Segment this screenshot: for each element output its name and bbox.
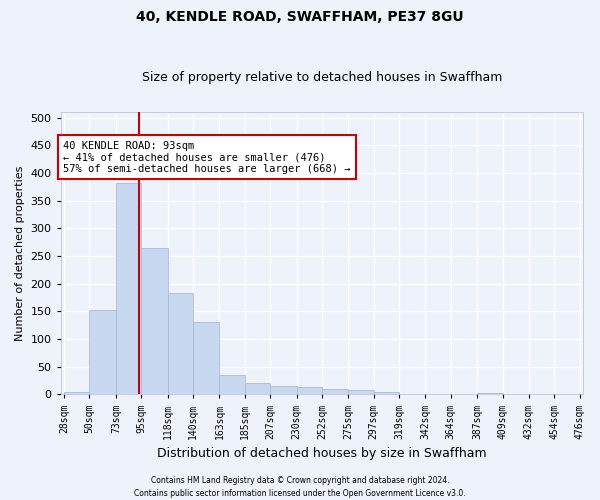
Bar (193, 322, 220, 394)
Bar (270, 386, 296, 394)
Bar (141, 248, 168, 394)
Bar (89, 310, 116, 394)
Text: Contains HM Land Registry data © Crown copyright and database right 2024.
Contai: Contains HM Land Registry data © Crown c… (134, 476, 466, 498)
Title: Size of property relative to detached houses in Swaffham: Size of property relative to detached ho… (142, 72, 502, 85)
Bar (220, 375, 245, 394)
Bar (349, 390, 374, 394)
Y-axis label: Number of detached properties: Number of detached properties (15, 166, 25, 341)
Bar (64, 392, 89, 394)
Bar (374, 392, 399, 394)
Bar (322, 389, 349, 394)
Text: 40 KENDLE ROAD: 93sqm
← 41% of detached houses are smaller (476)
57% of semi-det: 40 KENDLE ROAD: 93sqm ← 41% of detached … (63, 140, 350, 174)
Bar (477, 392, 503, 394)
X-axis label: Distribution of detached houses by size in Swaffham: Distribution of detached houses by size … (157, 447, 487, 460)
Bar (245, 384, 270, 394)
Bar (296, 387, 322, 394)
Bar (168, 293, 193, 394)
Bar (116, 184, 141, 394)
Text: 40, KENDLE ROAD, SWAFFHAM, PE37 8GU: 40, KENDLE ROAD, SWAFFHAM, PE37 8GU (136, 10, 464, 24)
